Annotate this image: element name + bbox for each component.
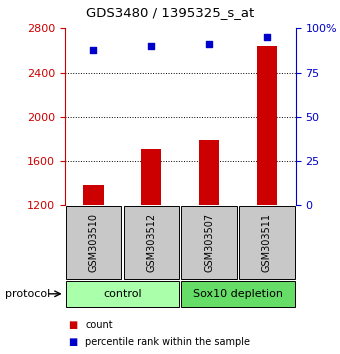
Text: GDS3480 / 1395325_s_at: GDS3480 / 1395325_s_at	[86, 6, 254, 19]
Bar	[83, 185, 104, 205]
FancyBboxPatch shape	[66, 281, 179, 307]
Bar	[199, 140, 219, 205]
Point	[149, 43, 154, 49]
Text: Sox10 depletion: Sox10 depletion	[193, 289, 283, 299]
FancyBboxPatch shape	[239, 206, 295, 279]
FancyBboxPatch shape	[66, 206, 121, 279]
Text: percentile rank within the sample: percentile rank within the sample	[85, 337, 250, 348]
Text: GSM303507: GSM303507	[204, 213, 214, 272]
Text: protocol: protocol	[5, 289, 50, 299]
Text: GSM303512: GSM303512	[146, 213, 156, 272]
Text: GSM303510: GSM303510	[88, 213, 99, 272]
Text: control: control	[103, 289, 142, 299]
Text: count: count	[85, 320, 113, 331]
Bar	[141, 149, 162, 205]
FancyBboxPatch shape	[181, 206, 237, 279]
FancyBboxPatch shape	[123, 206, 179, 279]
Text: ■: ■	[68, 320, 77, 331]
Point	[91, 47, 96, 52]
Point	[264, 34, 270, 40]
Text: ■: ■	[68, 337, 77, 348]
Point	[206, 41, 212, 47]
Bar	[257, 46, 277, 205]
Text: GSM303511: GSM303511	[262, 213, 272, 272]
FancyBboxPatch shape	[181, 281, 295, 307]
